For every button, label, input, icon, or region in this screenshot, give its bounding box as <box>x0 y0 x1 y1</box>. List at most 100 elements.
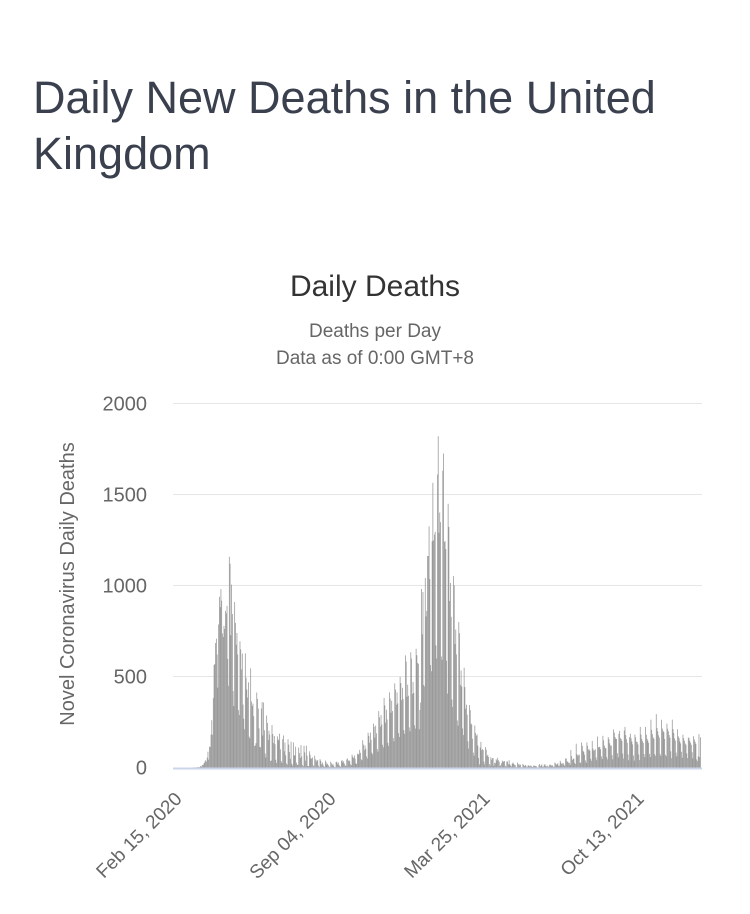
daily-deaths-bar[interactable] <box>532 766 534 768</box>
daily-deaths-bar[interactable] <box>332 763 334 768</box>
daily-deaths-bar[interactable] <box>273 736 275 768</box>
daily-deaths-bar[interactable] <box>363 744 364 768</box>
daily-deaths-bar[interactable] <box>398 733 399 768</box>
daily-deaths-bar[interactable] <box>475 735 477 768</box>
daily-deaths-bar[interactable] <box>436 658 438 768</box>
daily-deaths-bar[interactable] <box>598 746 600 768</box>
daily-deaths-bar[interactable] <box>469 710 471 768</box>
daily-deaths-bar[interactable] <box>535 766 537 768</box>
daily-deaths-bar[interactable] <box>202 764 204 768</box>
daily-deaths-bar[interactable] <box>533 765 534 768</box>
daily-deaths-bar[interactable] <box>337 763 338 768</box>
daily-deaths-bar[interactable] <box>592 748 594 768</box>
daily-deaths-bar[interactable] <box>613 732 615 768</box>
daily-deaths-bar[interactable] <box>634 734 636 768</box>
daily-deaths-bar[interactable] <box>555 763 557 768</box>
daily-deaths-bar[interactable] <box>286 764 288 768</box>
daily-deaths-bar[interactable] <box>233 705 235 768</box>
daily-deaths-bar[interactable] <box>486 756 488 768</box>
daily-deaths-bar[interactable] <box>693 736 695 768</box>
daily-deaths-bar[interactable] <box>613 729 614 768</box>
daily-deaths-bar[interactable] <box>212 698 214 768</box>
daily-deaths-bar[interactable] <box>214 663 216 768</box>
daily-deaths-bar[interactable] <box>665 756 667 768</box>
daily-deaths-bar[interactable] <box>276 762 277 768</box>
daily-deaths-bar[interactable] <box>357 753 358 768</box>
daily-deaths-bar[interactable] <box>248 736 250 768</box>
daily-deaths-bar[interactable] <box>403 730 405 768</box>
daily-deaths-bar[interactable] <box>628 760 630 768</box>
daily-deaths-bar[interactable] <box>552 765 553 768</box>
daily-deaths-bar[interactable] <box>671 719 673 768</box>
daily-deaths-bar[interactable] <box>415 648 417 768</box>
daily-deaths-bar[interactable] <box>544 764 546 768</box>
daily-deaths-bar[interactable] <box>400 683 402 768</box>
daily-deaths-bar[interactable] <box>636 741 637 768</box>
daily-deaths-bar[interactable] <box>456 720 458 768</box>
daily-deaths-bar[interactable] <box>539 764 541 768</box>
daily-deaths-bar[interactable] <box>495 763 496 768</box>
daily-deaths-bar[interactable] <box>319 759 321 768</box>
daily-deaths-bar[interactable] <box>492 758 494 768</box>
daily-deaths-bar[interactable] <box>375 725 377 768</box>
daily-deaths-bar[interactable] <box>656 728 658 768</box>
daily-deaths-bar[interactable] <box>406 696 408 768</box>
daily-deaths-bar[interactable] <box>344 765 346 768</box>
daily-deaths-bar[interactable] <box>390 712 392 768</box>
daily-deaths-bar[interactable] <box>641 738 643 768</box>
daily-deaths-bar[interactable] <box>395 689 396 768</box>
daily-deaths-bar[interactable] <box>684 740 685 768</box>
daily-deaths-bar[interactable] <box>559 765 560 768</box>
daily-deaths-bar[interactable] <box>659 753 661 768</box>
daily-deaths-bar[interactable] <box>640 734 642 768</box>
daily-deaths-bar[interactable] <box>364 745 366 768</box>
daily-deaths-bar[interactable] <box>331 763 332 768</box>
daily-deaths-bar[interactable] <box>296 764 298 768</box>
daily-deaths-bar[interactable] <box>326 764 328 768</box>
daily-deaths-bar[interactable] <box>405 661 407 768</box>
daily-deaths-bar[interactable] <box>343 761 345 768</box>
daily-deaths-bar[interactable] <box>299 753 300 768</box>
daily-deaths-bar[interactable] <box>588 749 589 768</box>
daily-deaths-bar[interactable] <box>693 739 695 768</box>
daily-deaths-bar[interactable] <box>291 763 293 768</box>
daily-deaths-bar[interactable] <box>559 760 561 768</box>
daily-deaths-bar[interactable] <box>520 764 521 768</box>
daily-deaths-bar[interactable] <box>501 760 503 768</box>
daily-deaths-bar[interactable] <box>510 765 512 768</box>
daily-deaths-bar[interactable] <box>225 610 226 768</box>
daily-deaths-bar[interactable] <box>350 765 352 768</box>
daily-deaths-bar[interactable] <box>410 652 412 768</box>
daily-deaths-bar[interactable] <box>272 734 274 768</box>
daily-deaths-bar[interactable] <box>388 745 390 768</box>
daily-deaths-bar[interactable] <box>507 764 509 768</box>
daily-deaths-bar[interactable] <box>581 742 582 768</box>
daily-deaths-bar[interactable] <box>235 644 237 768</box>
daily-deaths-bar[interactable] <box>235 622 236 768</box>
daily-deaths-bar[interactable] <box>353 755 355 768</box>
daily-deaths-bar[interactable] <box>274 744 276 768</box>
daily-deaths-bar[interactable] <box>309 754 311 768</box>
daily-deaths-bar[interactable] <box>407 684 409 768</box>
daily-deaths-bar[interactable] <box>616 753 618 768</box>
daily-deaths-bar[interactable] <box>524 765 526 768</box>
daily-deaths-bar[interactable] <box>308 766 309 768</box>
daily-deaths-bar[interactable] <box>216 654 218 768</box>
daily-deaths-bar[interactable] <box>298 747 300 768</box>
daily-deaths-bar[interactable] <box>471 724 473 768</box>
daily-deaths-bar[interactable] <box>288 744 290 768</box>
daily-deaths-bar[interactable] <box>607 759 608 768</box>
daily-deaths-bar[interactable] <box>200 766 202 768</box>
daily-deaths-bar[interactable] <box>254 745 256 768</box>
daily-deaths-bar[interactable] <box>292 765 293 768</box>
daily-deaths-bar[interactable] <box>636 742 638 768</box>
daily-deaths-bar[interactable] <box>437 436 439 768</box>
daily-deaths-bar[interactable] <box>263 702 265 768</box>
daily-deaths-bar[interactable] <box>440 522 441 768</box>
daily-deaths-bar[interactable] <box>511 766 512 768</box>
daily-deaths-bar[interactable] <box>563 764 565 768</box>
daily-deaths-bar[interactable] <box>485 749 487 768</box>
daily-deaths-bar[interactable] <box>549 764 550 768</box>
daily-deaths-bar[interactable] <box>627 754 629 768</box>
daily-deaths-bar[interactable] <box>644 757 646 768</box>
